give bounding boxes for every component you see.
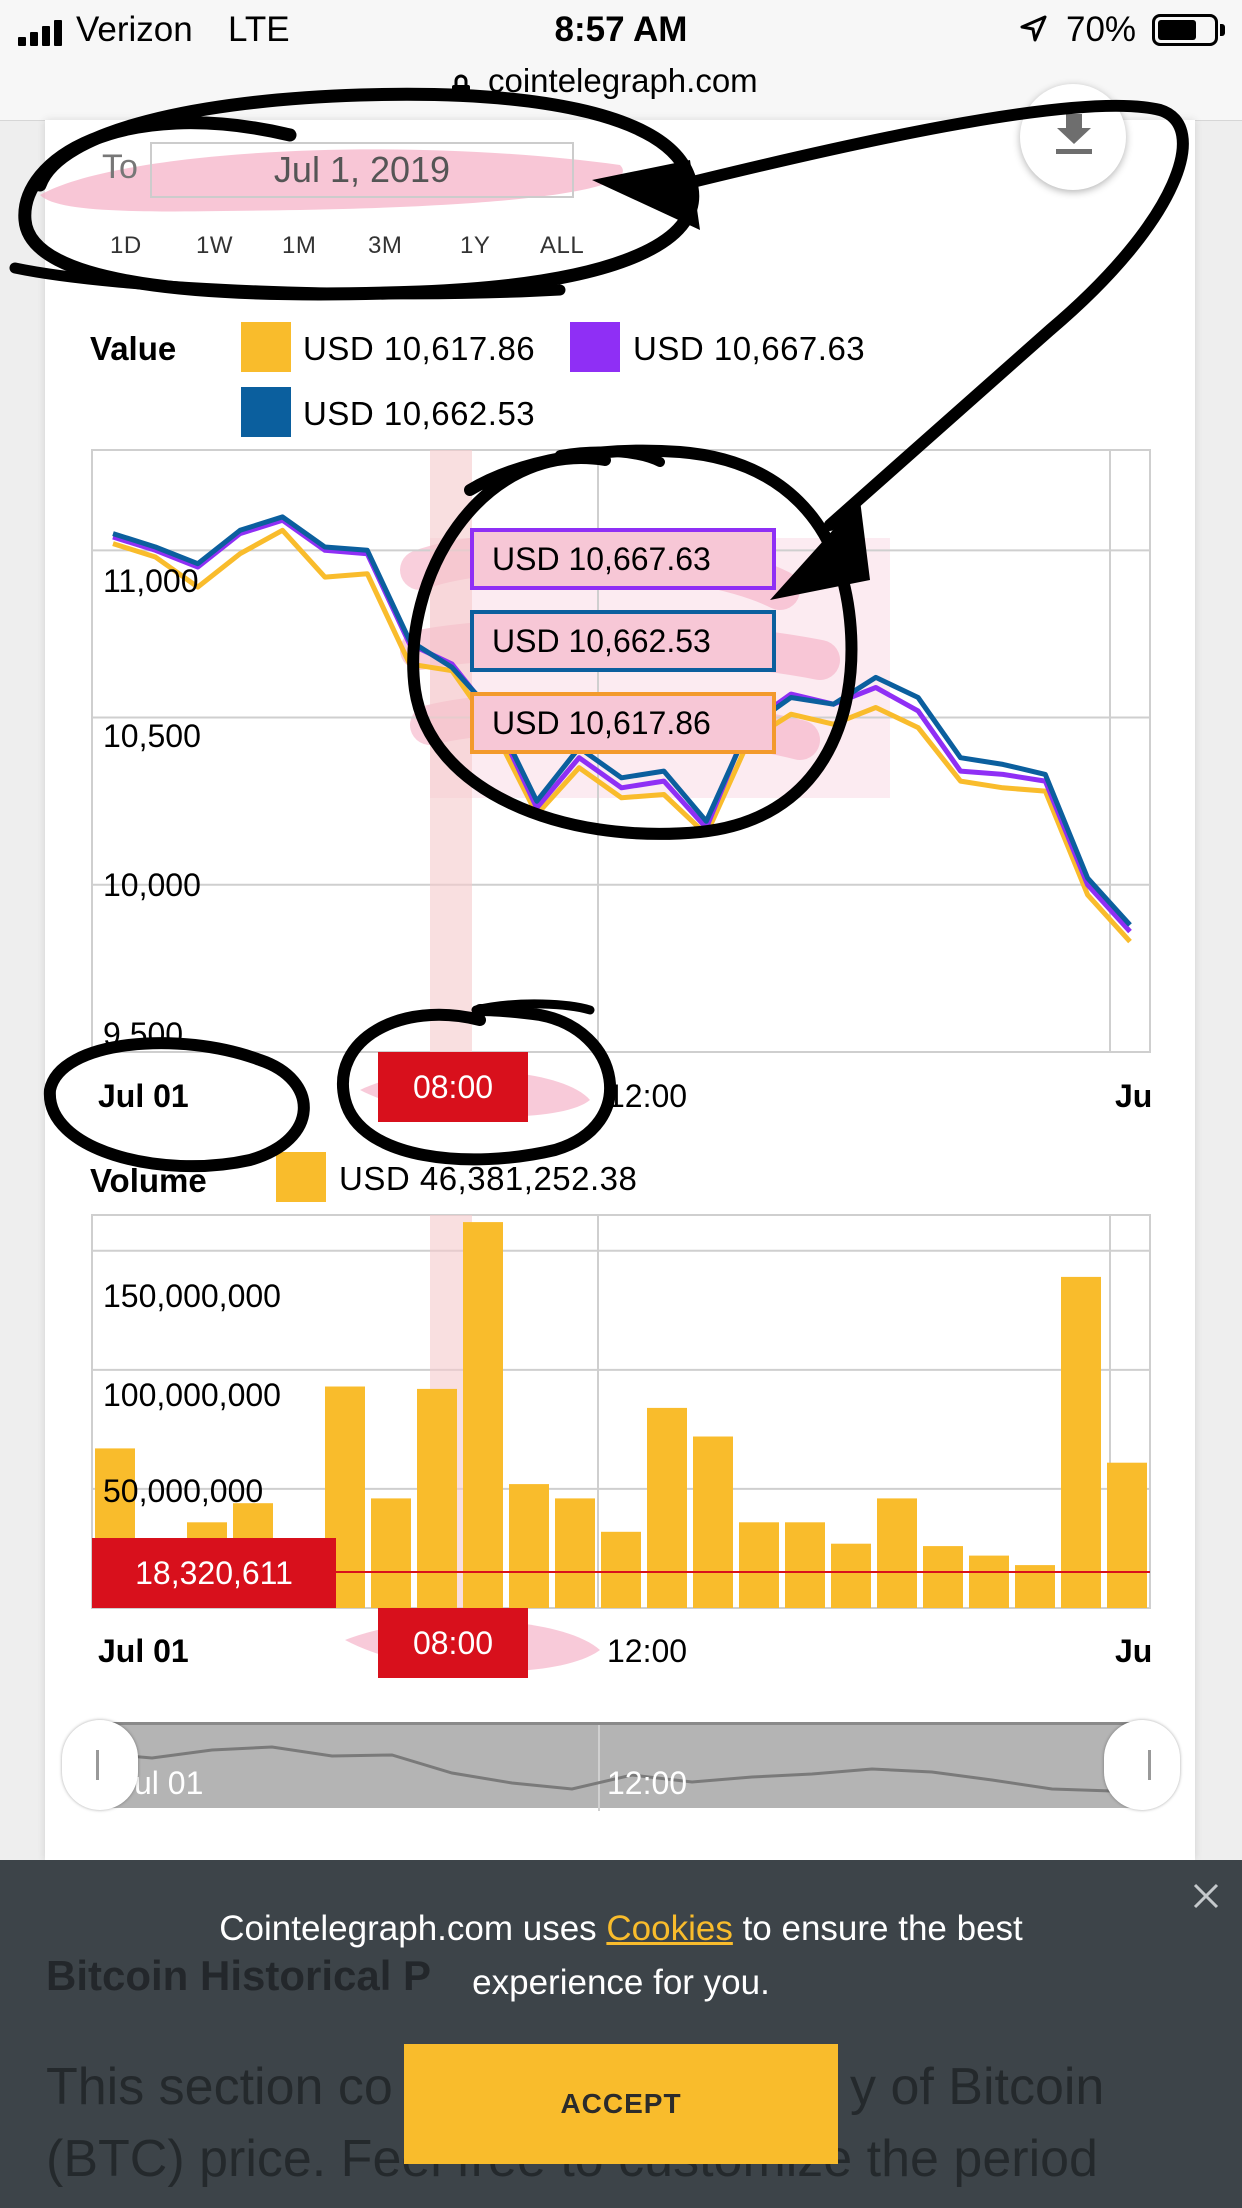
volume-bar: [371, 1498, 411, 1608]
scribble-annotations: [9, 87, 1189, 1173]
volume-bar: [463, 1222, 503, 1608]
legend-value-high: USD 10,667.63: [633, 330, 866, 367]
volume-bar: [831, 1543, 871, 1608]
range-1w-button[interactable]: 1W: [196, 232, 233, 259]
status-bar: Verizon LTE 8:57 AM 70%: [0, 0, 1242, 60]
navigator-right-handle[interactable]: [1104, 1720, 1180, 1810]
background-body-line1-end: y of Bitcoin: [850, 2058, 1105, 2116]
value-tick-10000: 10,000: [103, 867, 201, 903]
battery-icon: [1152, 14, 1218, 46]
tooltip-high: USD 10,667.63: [470, 528, 776, 590]
value-tick-11000: 11,000: [103, 563, 199, 599]
cookie-text-before: Cointelegraph.com uses: [219, 1909, 607, 1948]
background-heading: Bitcoin Historical P: [46, 1952, 432, 1999]
volume-x-label-start: Jul 01: [98, 1633, 189, 1669]
download-icon: [1056, 114, 1092, 154]
volume-bar: [739, 1522, 779, 1608]
cookies-link[interactable]: Cookies: [606, 1909, 733, 1948]
value-x-cursor-badge: 08:00: [378, 1052, 528, 1122]
tooltip-close: USD 10,662.53: [470, 610, 776, 672]
navigator-series: [92, 1725, 1150, 1811]
volume-bar: [923, 1546, 963, 1608]
tooltip-low: USD 10,617.86: [470, 692, 776, 754]
volume-bar: [969, 1555, 1009, 1608]
legend-swatch-close: [241, 387, 291, 437]
url-text: cointelegraph.com: [488, 62, 758, 99]
legend-swatch-low: [241, 322, 291, 372]
value-x-label-start: Jul 01: [98, 1078, 189, 1114]
battery-tip: [1220, 24, 1225, 36]
accept-cookies-button[interactable]: ACCEPT: [404, 2044, 838, 2164]
volume-x-label-mid: 12:00: [607, 1633, 688, 1669]
carrier-label: Verizon: [76, 10, 193, 49]
network-label: LTE: [228, 10, 290, 49]
volume-legend-swatch: [276, 1152, 326, 1202]
volume-bar: [555, 1498, 595, 1608]
value-legend-title: Value: [90, 330, 177, 367]
location-arrow-icon: [1020, 15, 1047, 42]
range-1m-button[interactable]: 1M: [282, 232, 317, 259]
navigator-label-start: ul 01: [134, 1765, 204, 1801]
range-3m-button[interactable]: 3M: [368, 232, 403, 259]
volume-bar: [785, 1522, 825, 1608]
volume-bar: [601, 1531, 641, 1608]
value-series-high: [112, 517, 1132, 934]
volume-bar: [693, 1436, 733, 1608]
range-1y-button[interactable]: 1Y: [460, 232, 491, 259]
legend-value-close: USD 10,662.53: [303, 395, 536, 432]
legend-value-low: USD 10,617.86: [303, 330, 536, 367]
cookie-message: Cointelegraph.com uses Cookies to ensure…: [170, 1902, 1072, 2010]
value-series-close: [112, 514, 1132, 927]
value-x-label-mid: 12:00: [607, 1078, 688, 1114]
volume-bar: [647, 1407, 687, 1608]
legend-swatch-high: [570, 322, 620, 372]
volume-tick-50m: 50,000,000: [103, 1473, 264, 1509]
range-all-button[interactable]: ALL: [540, 232, 585, 259]
value-tick-10500: 10,500: [103, 718, 201, 754]
navigator-label-mid: 12:00: [607, 1765, 688, 1801]
clock: 8:57 AM: [554, 10, 688, 49]
range-1d-button[interactable]: 1D: [110, 232, 142, 259]
to-date-input[interactable]: Jul 1, 2019: [150, 142, 574, 198]
volume-cursor-value-badge: 18,320,611: [92, 1538, 336, 1608]
background-body-line1: This section co: [46, 2058, 393, 2116]
volume-bar: [509, 1484, 549, 1608]
volume-x-label-end: Ju: [1115, 1633, 1153, 1669]
volume-bar: [1061, 1276, 1101, 1608]
volume-x-cursor-badge: 08:00: [378, 1608, 528, 1678]
battery-percent: 70%: [1066, 10, 1137, 49]
cookie-banner: Bitcoin Historical P This section co y o…: [0, 1860, 1242, 2208]
value-series-low: [112, 527, 1132, 944]
signal-icon: [18, 16, 62, 46]
navigator-left-handle[interactable]: [62, 1720, 138, 1810]
navigator-range[interactable]: ul 01 12:00: [92, 1722, 1150, 1811]
volume-tick-150m: 150,000,000: [103, 1278, 281, 1314]
arrow-head-top: [592, 160, 700, 230]
volume-bar: [1107, 1462, 1147, 1608]
volume-tick-100m: 100,000,000: [103, 1377, 281, 1413]
volume-bar: [877, 1498, 917, 1608]
to-label: To: [102, 148, 138, 186]
cookie-text-after: to ensure the best experience for you.: [472, 1909, 1023, 2002]
arrow-head-mid: [770, 500, 870, 600]
close-icon[interactable]: [1192, 1882, 1220, 1910]
value-x-label-end: Ju: [1115, 1078, 1153, 1114]
volume-legend-value: USD 46,381,252.38: [339, 1160, 638, 1197]
